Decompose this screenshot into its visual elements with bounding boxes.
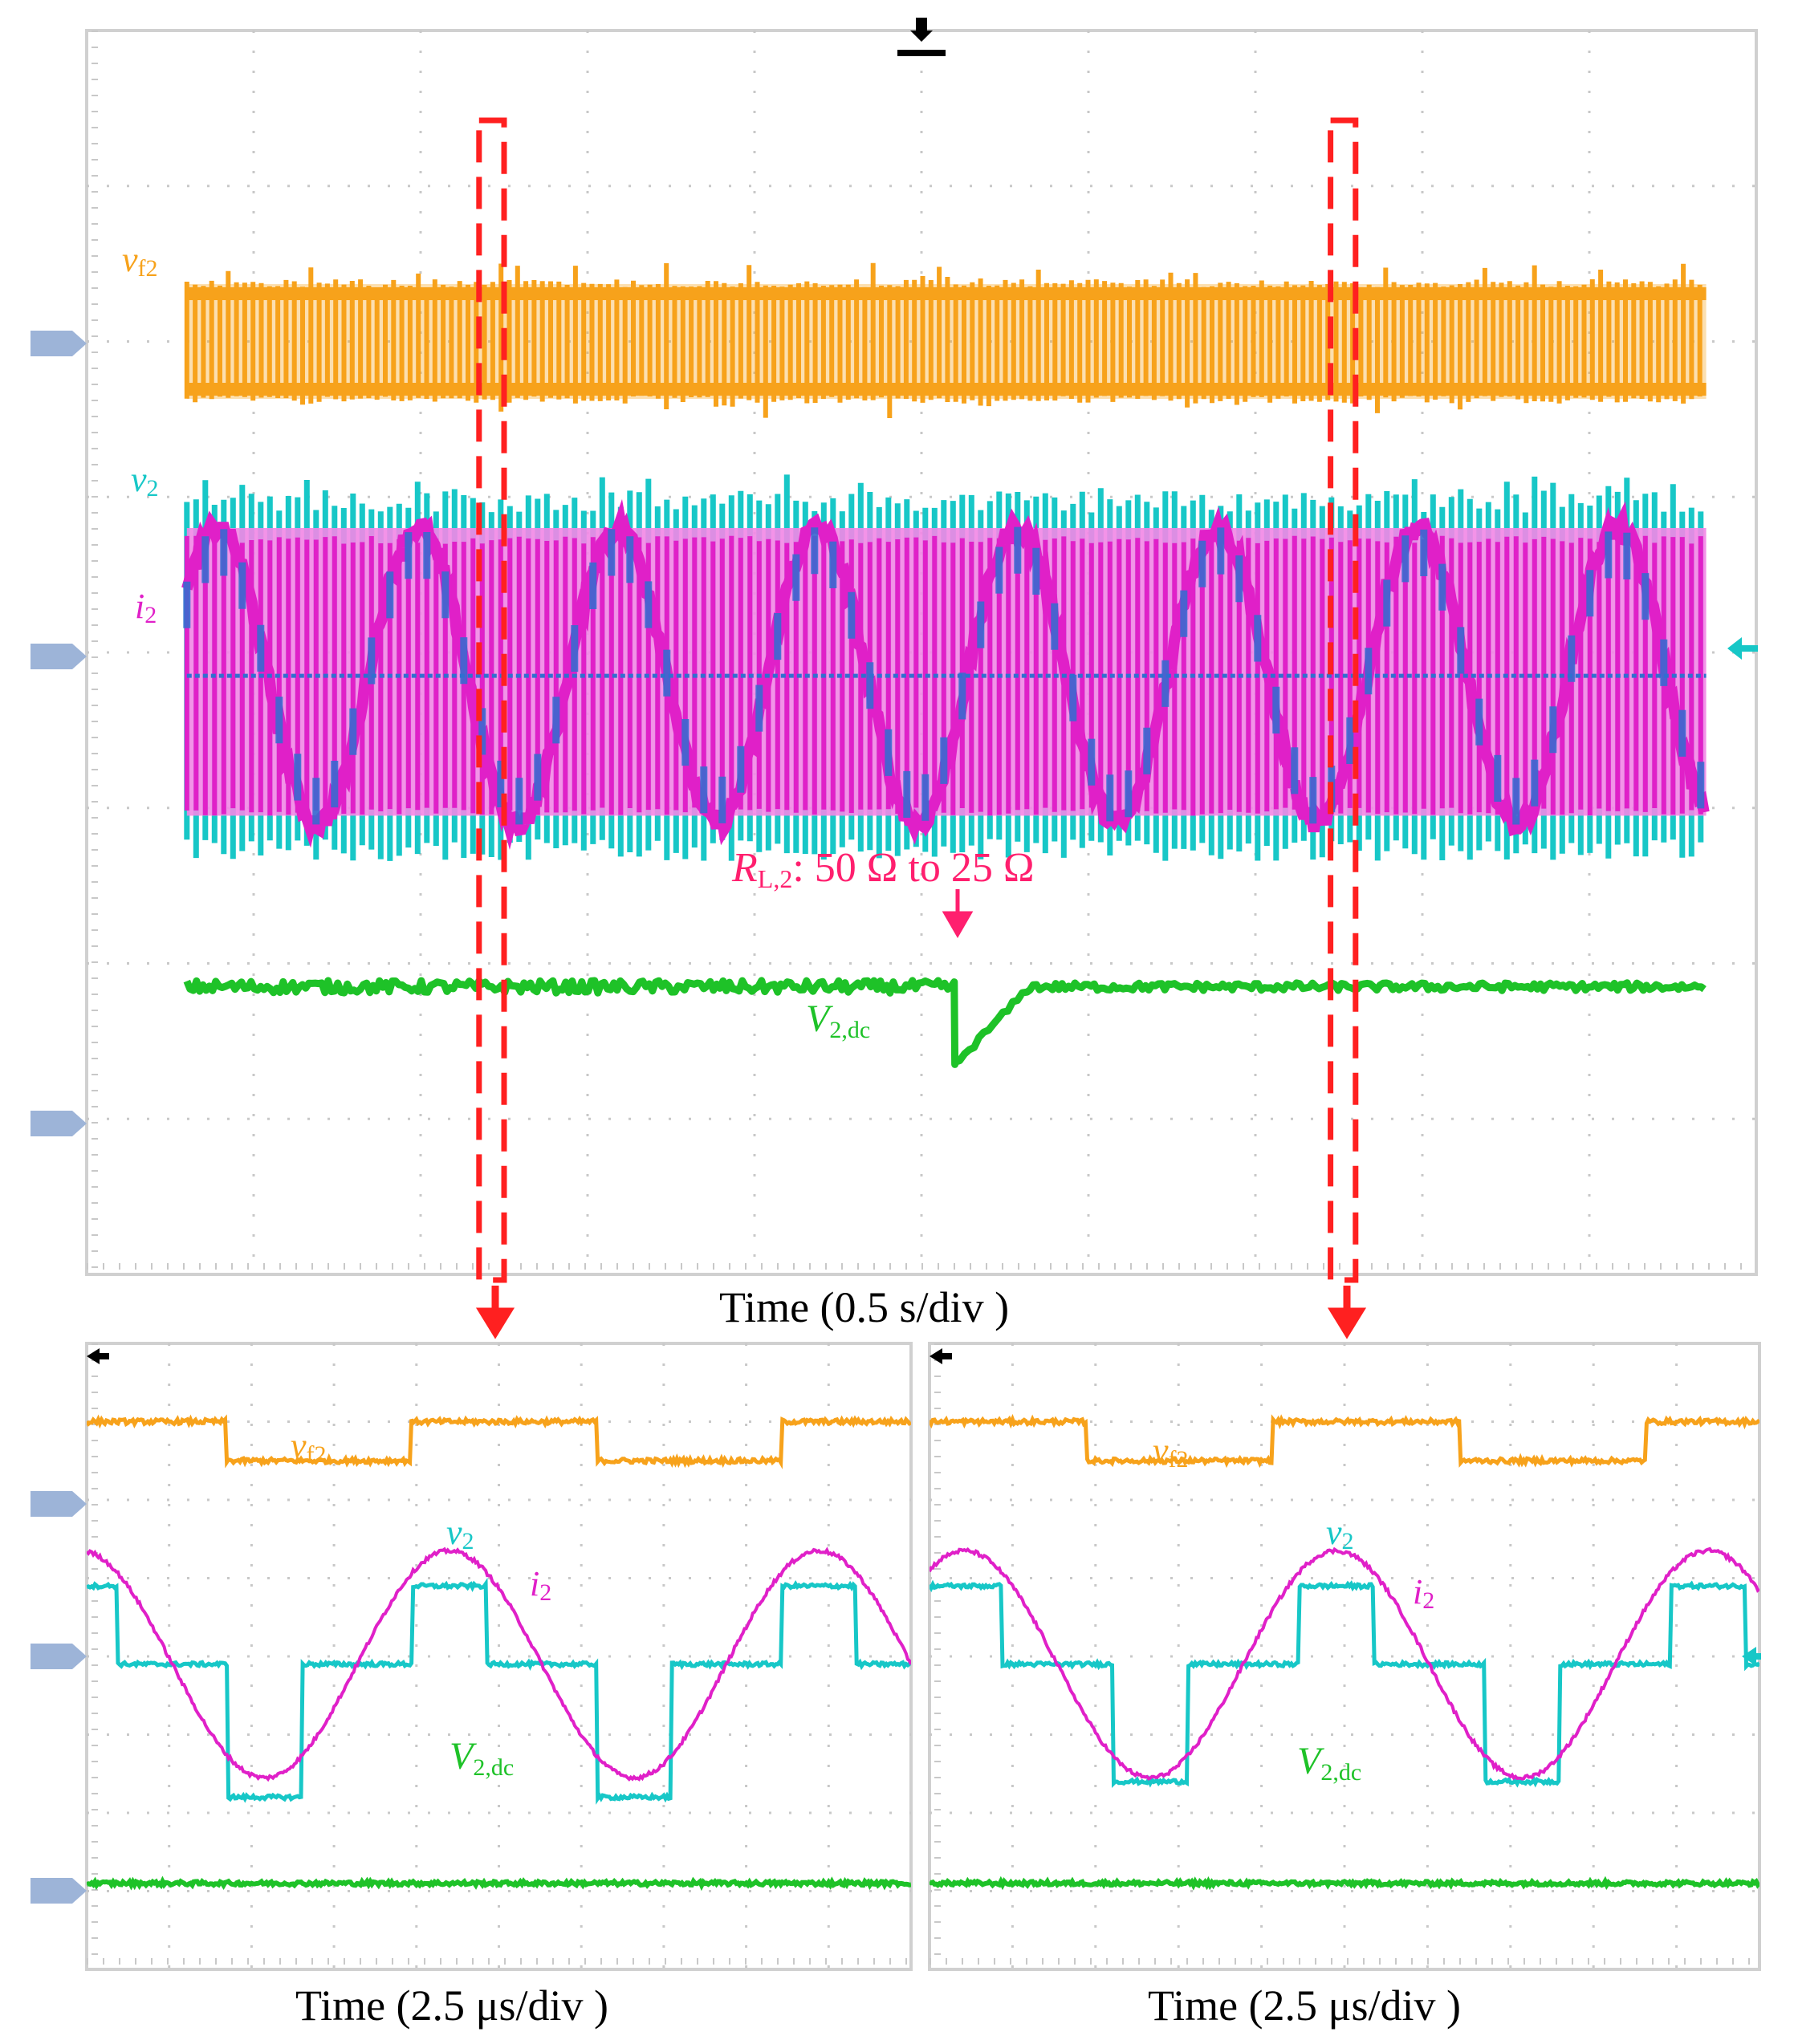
bottom-right-time-caption: Time (2.5 μs/div ) xyxy=(1148,1981,1461,2030)
zoom-right-trigger-level-icon xyxy=(1742,1647,1761,1666)
vf2-square-waveform xyxy=(87,1414,911,1469)
overview-panel: vf2 v2 i2 V2,dc RL,2: 50 Ω to 25 Ω xyxy=(31,18,1758,1283)
i2-sine-waveform xyxy=(930,1546,1759,1781)
zoom-right-label-vf2: vf2 xyxy=(1153,1431,1189,1473)
channel-vf2-ground-marker-icon xyxy=(31,331,87,356)
v2-i2-overlap-marks xyxy=(183,526,1705,825)
zoom-window-markers xyxy=(476,117,1359,1283)
overview-v2dc-trace xyxy=(183,977,1707,1068)
vf2-switching-edges xyxy=(184,262,1702,418)
overview-i2-trace xyxy=(181,498,1710,850)
zoom-window-box-2 xyxy=(1328,117,1359,1283)
zoom-right-label-v2dc: V2,dc xyxy=(1297,1740,1361,1786)
zoom-left-traces xyxy=(87,1414,911,1892)
zoom-left-panel: vf2 v2 i2 V2,dc xyxy=(31,1342,913,1971)
v2dc-waveform xyxy=(183,977,1707,1068)
zoom-right-trigger-icon xyxy=(930,1348,952,1364)
trigger-position-icon xyxy=(897,18,946,56)
zoom-window-box-1 xyxy=(476,117,507,1283)
zoom-right-label-v2: v2 xyxy=(1326,1513,1354,1554)
zoom-left-grid xyxy=(87,1343,911,1969)
label-v2dc: V2,dc xyxy=(806,998,870,1043)
bottom-left-time-caption: Time (2.5 μs/div ) xyxy=(295,1981,608,2030)
zoom-right-label-i2: i2 xyxy=(1413,1572,1434,1614)
label-vf2: vf2 xyxy=(122,240,158,282)
channel-v2dc-ground-marker-icon xyxy=(31,1111,87,1136)
zoom-left-connector-arrow-icon xyxy=(475,1286,515,1339)
zoom-right-panel: vf2 v2 i2 V2,dc xyxy=(928,1342,1761,1971)
zoom-left-label-v2: v2 xyxy=(446,1513,474,1554)
label-v2: v2 xyxy=(131,460,159,502)
load-step-arrow-icon xyxy=(942,889,974,939)
v2dc-waveform xyxy=(930,1875,1759,1891)
vf2-square-waveform xyxy=(930,1413,1759,1469)
channel-v2-ground-marker-icon xyxy=(31,644,87,669)
zoom-left-v2-ground-marker-icon xyxy=(31,1644,87,1669)
zoom-left-trigger-icon xyxy=(87,1348,109,1364)
zoom-right-traces xyxy=(930,1413,1759,1891)
top-time-caption: Time (0.5 s/div ) xyxy=(719,1283,1010,1331)
v2-stepped-waveform xyxy=(87,1577,911,1805)
load-step-annotation: RL,2: 50 Ω to 25 Ω xyxy=(731,845,1035,893)
trigger-level-icon xyxy=(1727,637,1758,660)
v2dc-waveform xyxy=(87,1875,911,1892)
zoom-right-grid xyxy=(930,1343,1759,1969)
zoom-left-v2dc-ground-marker-icon xyxy=(31,1878,87,1904)
zoom-left-label-vf2: vf2 xyxy=(291,1426,327,1468)
label-i2: i2 xyxy=(135,587,157,628)
zoom-left-label-i2: i2 xyxy=(530,1564,551,1606)
overview-vf2-trace xyxy=(184,262,1707,418)
zoom-left-vf2-ground-marker-icon xyxy=(31,1491,87,1517)
zoom-right-connector-arrow-icon xyxy=(1327,1286,1367,1339)
v2-stepped-waveform xyxy=(930,1579,1759,1788)
zoom-left-label-v2dc: V2,dc xyxy=(450,1735,514,1781)
i2-sine-waveform xyxy=(87,1546,911,1782)
